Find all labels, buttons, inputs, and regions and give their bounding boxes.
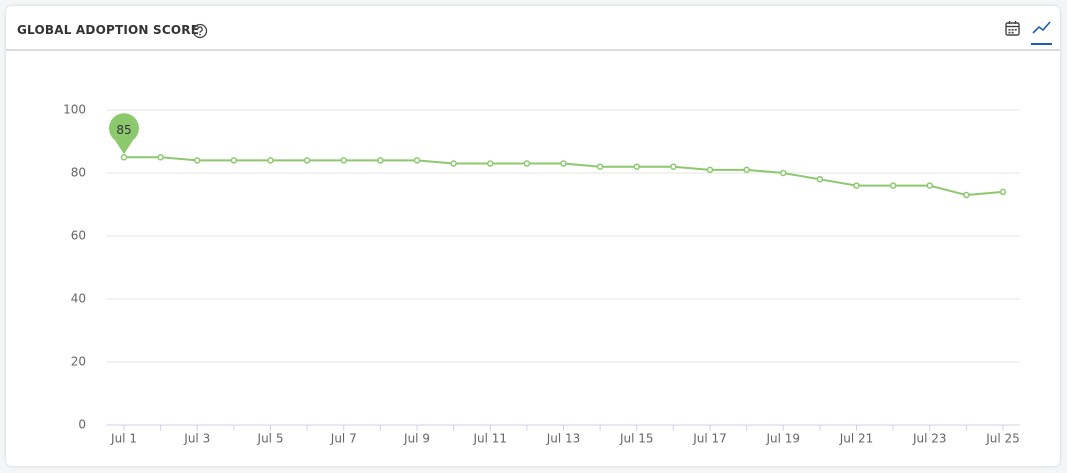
y-tick-label: 60 bbox=[71, 229, 86, 243]
data-point bbox=[963, 191, 970, 199]
data-point bbox=[560, 160, 567, 167]
data-point bbox=[377, 157, 384, 164]
y-tick-label: 40 bbox=[71, 292, 86, 306]
chart-view-icon[interactable] bbox=[1030, 18, 1054, 49]
x-tick-label: Jul 7 bbox=[330, 432, 357, 446]
y-tick-label: 0 bbox=[78, 418, 86, 432]
x-tick-label: Jul 3 bbox=[183, 432, 210, 446]
x-tick-label: Jul 17 bbox=[692, 432, 727, 446]
data-point bbox=[413, 157, 421, 164]
data-point bbox=[853, 182, 860, 189]
data-point bbox=[157, 154, 164, 161]
data-point bbox=[780, 169, 787, 177]
data-point bbox=[523, 160, 531, 167]
y-tick-label: 80 bbox=[71, 166, 86, 180]
x-tick-label: Jul 9 bbox=[403, 432, 430, 446]
x-tick-label: Jul 11 bbox=[472, 432, 507, 446]
x-tick-label: Jul 13 bbox=[546, 432, 581, 446]
x-tick-label: Jul 19 bbox=[765, 432, 800, 446]
data-point bbox=[889, 182, 897, 189]
data-point bbox=[340, 157, 347, 164]
data-point bbox=[450, 160, 457, 167]
widget-title: GLOBAL ADOPTION SCORE bbox=[17, 23, 200, 37]
data-point bbox=[267, 157, 274, 164]
x-tick-label: Jul 21 bbox=[839, 432, 874, 446]
data-point bbox=[230, 157, 238, 164]
data-point bbox=[670, 163, 677, 170]
value-pin: 85 bbox=[108, 113, 139, 155]
widget-header: GLOBAL ADOPTION SCORE bbox=[6, 6, 1060, 51]
table-view-icon[interactable] bbox=[1004, 20, 1022, 38]
data-point bbox=[120, 154, 128, 161]
data-point bbox=[706, 166, 714, 174]
data-point bbox=[999, 188, 1007, 196]
y-tick-label: 20 bbox=[71, 355, 86, 369]
data-point bbox=[596, 163, 604, 170]
data-point bbox=[926, 182, 933, 189]
x-tick-label: Jul 5 bbox=[257, 432, 284, 446]
pin-shape bbox=[108, 113, 139, 155]
pin-label: 85 bbox=[116, 123, 131, 137]
x-tick-label: Jul 25 bbox=[985, 432, 1020, 446]
data-point bbox=[303, 157, 311, 164]
data-point bbox=[487, 160, 494, 167]
data-point bbox=[633, 163, 640, 170]
y-tick-label: 100 bbox=[63, 103, 86, 117]
data-point bbox=[194, 157, 201, 164]
data-point bbox=[816, 176, 824, 183]
x-tick-label: Jul 23 bbox=[912, 432, 947, 446]
x-tick-label: Jul 15 bbox=[619, 432, 654, 446]
help-icon[interactable] bbox=[192, 23, 208, 39]
x-tick-label: Jul 1 bbox=[110, 432, 137, 446]
data-point bbox=[743, 166, 750, 174]
